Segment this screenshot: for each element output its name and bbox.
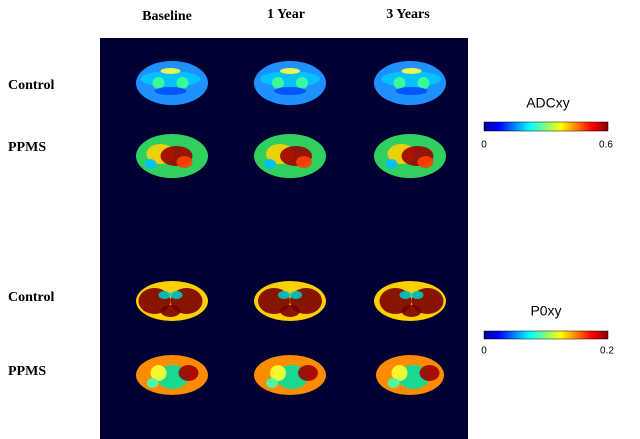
scan-region [385, 159, 398, 169]
colorbar [483, 330, 609, 340]
scan-region [176, 77, 189, 89]
scan-region [387, 378, 400, 388]
scan-region [417, 77, 430, 89]
scan-region [274, 87, 306, 95]
scan-region [401, 68, 422, 74]
scan-region [296, 77, 308, 89]
colorbar-max: 0.6 [599, 140, 613, 151]
row-label: PPMS [8, 140, 46, 155]
scan-region [393, 77, 406, 89]
scan-region [170, 291, 183, 299]
colorbar-min: 0 [481, 140, 487, 151]
scan-region [178, 365, 199, 381]
row-label: Control [8, 78, 55, 93]
scan-region [144, 159, 157, 169]
scan-region [152, 77, 165, 89]
scan-region [290, 291, 302, 299]
colorbar-max: 0.2 [600, 346, 614, 357]
scan-region [266, 378, 278, 388]
scan-region [298, 365, 318, 381]
scan-region [158, 291, 171, 299]
colorbar-title: ADCxy [526, 95, 570, 111]
scan-region [160, 305, 181, 317]
scan-region [280, 68, 300, 74]
scan-region [417, 156, 434, 168]
scan-region [176, 156, 193, 168]
scan-region [160, 68, 181, 74]
scan-region [296, 156, 312, 168]
scan-region [401, 305, 422, 317]
column-header: 1 Year [267, 7, 305, 22]
scan-region [154, 87, 187, 95]
row-label: PPMS [8, 364, 46, 379]
scan-region [272, 77, 284, 89]
scan-region [278, 291, 290, 299]
scan-region [395, 87, 428, 95]
column-header: 3 Years [386, 7, 430, 22]
scan-region [419, 365, 440, 381]
scan-region [264, 159, 276, 169]
scan-region [150, 365, 167, 381]
scan-images [136, 61, 446, 395]
scan-region [411, 291, 424, 299]
scan-region [146, 378, 159, 388]
scan-region [280, 305, 300, 317]
scan-region [270, 365, 286, 381]
scan-region [391, 365, 408, 381]
column-header: Baseline [142, 9, 192, 24]
colorbar-min: 0 [481, 346, 487, 357]
row-label: Control [8, 290, 55, 305]
colorbar [483, 121, 609, 132]
scan-region [399, 291, 412, 299]
colorbar-title: P0xy [530, 303, 561, 319]
